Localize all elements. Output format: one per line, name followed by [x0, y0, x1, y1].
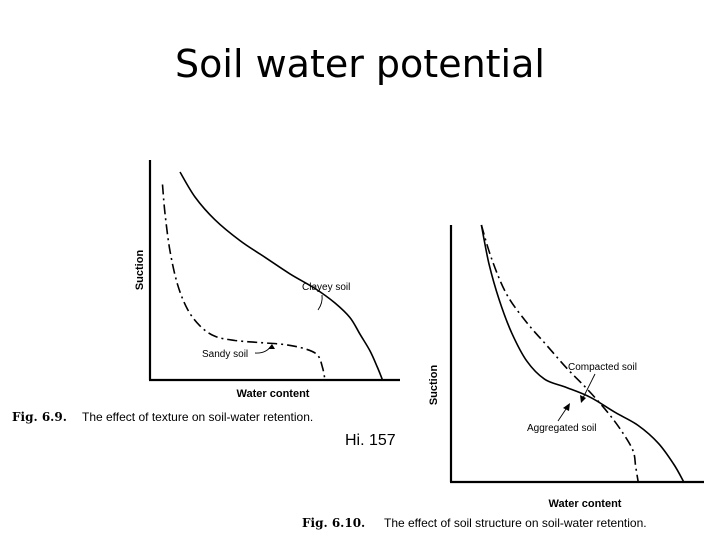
fig2-x-axis-label: Water content — [549, 498, 622, 510]
compacted-soil-arrowhead — [580, 395, 586, 403]
compacted-soil-pointer — [581, 373, 596, 401]
sandy-soil-arrowhead — [268, 344, 275, 349]
aggregated-soil-label: Aggregated soil — [527, 423, 597, 434]
fig1-x-axis-label: Water content — [237, 388, 310, 400]
fig1-curves — [161, 171, 384, 381]
series-line-compacted-soil — [480, 224, 639, 483]
compacted-soil-label: Compacted soil — [568, 362, 637, 373]
slide-title: Soil water potential — [175, 42, 545, 86]
page-reference: Hi. 157 — [345, 432, 396, 449]
sandy-soil-pointer — [254, 344, 273, 354]
figure-6-10: Suction Water content Compacted soil Agg… — [302, 224, 704, 530]
series-line-clayey-soil — [179, 171, 384, 381]
fig1-y-axis-label: Suction — [134, 250, 146, 291]
clayey-soil-pointer — [317, 294, 323, 311]
series-line-aggregated-soil — [480, 224, 685, 483]
aggregated-soil-arrowhead — [563, 403, 570, 411]
series-line-sandy-soil — [161, 184, 326, 381]
figure-6-9: Suction Water content Clayey soil Sandy … — [12, 160, 400, 424]
fig2-number: Fig. 6.10. — [302, 516, 365, 530]
fig1-number: Fig. 6.9. — [12, 410, 67, 424]
fig2-y-axis-label: Suction — [428, 365, 440, 406]
fig2-curves — [480, 224, 685, 483]
clayey-soil-label: Clayey soil — [302, 282, 350, 293]
fig1-caption: The effect of texture on soil-water rete… — [82, 410, 313, 424]
sandy-soil-label: Sandy soil — [202, 349, 248, 360]
fig2-caption: The effect of soil structure on soil-wat… — [384, 516, 647, 530]
